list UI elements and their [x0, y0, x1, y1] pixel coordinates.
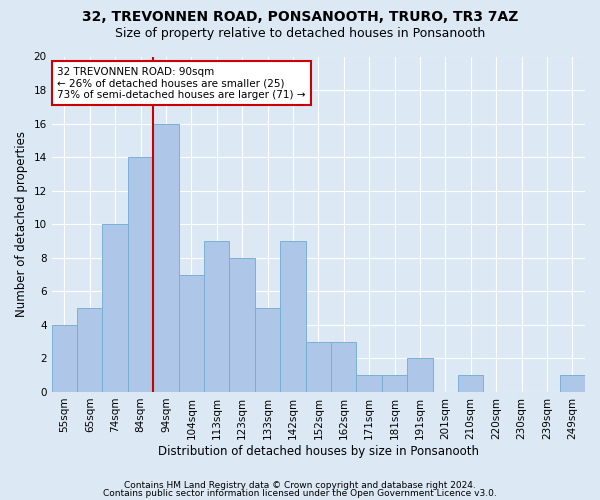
Bar: [255, 308, 280, 392]
Bar: [103, 224, 128, 392]
Bar: [204, 241, 229, 392]
Text: 32 TREVONNEN ROAD: 90sqm
← 26% of detached houses are smaller (25)
73% of semi-d: 32 TREVONNEN ROAD: 90sqm ← 26% of detach…: [57, 66, 305, 100]
Text: Contains public sector information licensed under the Open Government Licence v3: Contains public sector information licen…: [103, 488, 497, 498]
Bar: [52, 325, 77, 392]
Text: 32, TREVONNEN ROAD, PONSANOOTH, TRURO, TR3 7AZ: 32, TREVONNEN ROAD, PONSANOOTH, TRURO, T…: [82, 10, 518, 24]
Bar: [382, 375, 407, 392]
Bar: [229, 258, 255, 392]
Y-axis label: Number of detached properties: Number of detached properties: [15, 131, 28, 317]
Bar: [356, 375, 382, 392]
Bar: [458, 375, 484, 392]
Text: Size of property relative to detached houses in Ponsanooth: Size of property relative to detached ho…: [115, 28, 485, 40]
Bar: [407, 358, 433, 392]
Bar: [153, 124, 179, 392]
Text: Contains HM Land Registry data © Crown copyright and database right 2024.: Contains HM Land Registry data © Crown c…: [124, 481, 476, 490]
Bar: [179, 274, 204, 392]
Bar: [77, 308, 103, 392]
Bar: [128, 157, 153, 392]
Bar: [331, 342, 356, 392]
X-axis label: Distribution of detached houses by size in Ponsanooth: Distribution of detached houses by size …: [158, 444, 479, 458]
Bar: [280, 241, 305, 392]
Bar: [305, 342, 331, 392]
Bar: [560, 375, 585, 392]
